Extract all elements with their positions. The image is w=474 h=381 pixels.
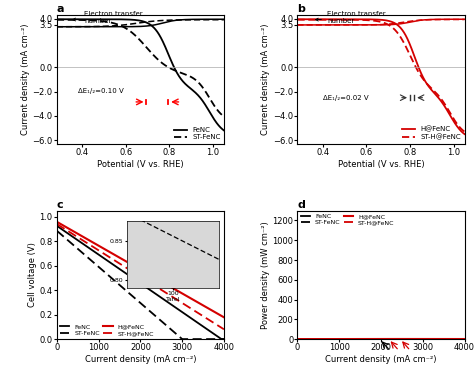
X-axis label: Potential (V vs. RHE): Potential (V vs. RHE) [337, 160, 424, 169]
Y-axis label: Cell voltage (V): Cell voltage (V) [27, 242, 36, 307]
Text: b: b [298, 5, 305, 14]
Legend: FeNC, ST-FeNC, H@FeNC, ST-H@FeNC: FeNC, ST-FeNC, H@FeNC, ST-H@FeNC [301, 214, 394, 226]
X-axis label: Potential (V vs. RHE): Potential (V vs. RHE) [97, 160, 184, 169]
X-axis label: Current density (mA cm⁻²): Current density (mA cm⁻²) [325, 355, 437, 364]
Y-axis label: Current density (mA cm⁻²): Current density (mA cm⁻²) [21, 24, 30, 135]
Y-axis label: Power density (mW cm⁻²): Power density (mW cm⁻²) [261, 221, 270, 329]
Text: a: a [57, 5, 64, 14]
Legend: FeNC, ST-FeNC, H@FeNC, ST-H@FeNC: FeNC, ST-FeNC, H@FeNC, ST-H@FeNC [60, 324, 154, 336]
Y-axis label: Current density (mA cm⁻²): Current density (mA cm⁻²) [261, 24, 270, 135]
Text: d: d [298, 200, 305, 210]
Text: Electron transfer
number: Electron transfer number [73, 11, 143, 24]
Legend: H@FeNC, ST-H@FeNC: H@FeNC, ST-H@FeNC [402, 126, 461, 140]
Text: ΔE₁/₂=0.02 V: ΔE₁/₂=0.02 V [323, 95, 368, 101]
Text: c: c [57, 200, 64, 210]
X-axis label: Current density (mA cm⁻²): Current density (mA cm⁻²) [85, 355, 196, 364]
Legend: FeNC, ST-FeNC: FeNC, ST-FeNC [174, 127, 220, 140]
Text: ΔE₁/₂=0.10 V: ΔE₁/₂=0.10 V [78, 88, 123, 94]
Text: Electron transfer
number: Electron transfer number [316, 11, 385, 24]
